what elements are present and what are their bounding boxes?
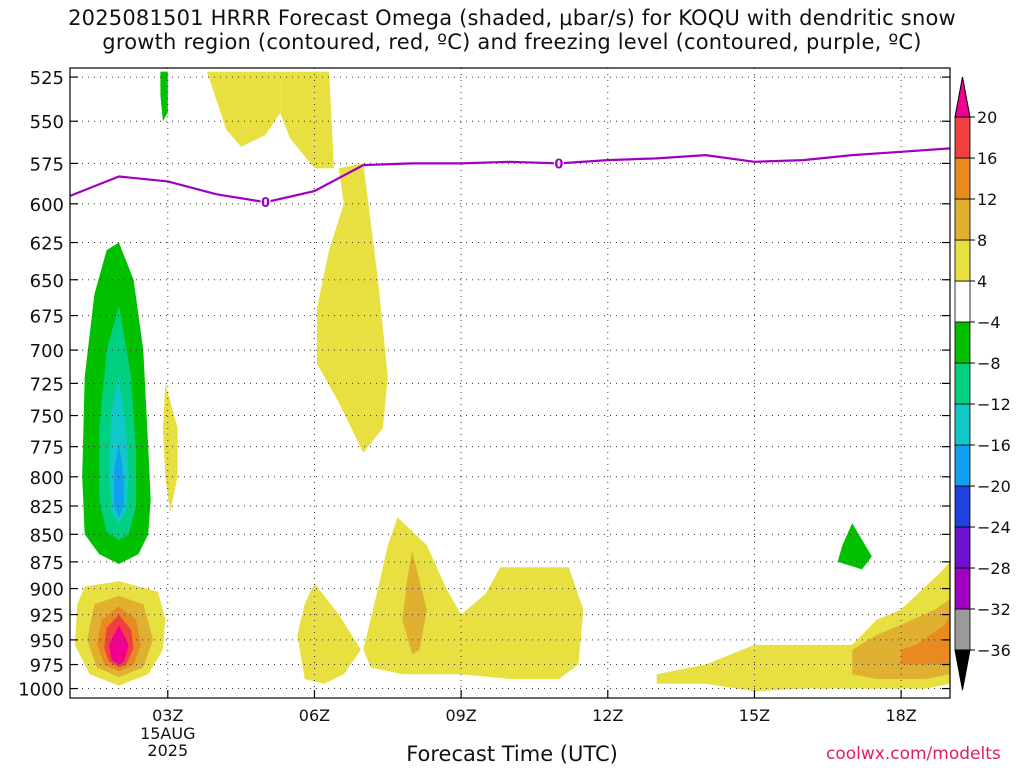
omega-region-15 xyxy=(363,517,584,679)
colorbar-band-2 xyxy=(954,526,971,569)
chart-subtitle: growth region (contoured, red, ºC) and f… xyxy=(102,30,922,54)
colorbar-band-12 xyxy=(954,116,971,159)
x-date-label-0: 15AUG xyxy=(140,724,195,743)
omega-region-16 xyxy=(402,550,427,655)
y-tick-label-525: 525 xyxy=(30,68,64,89)
x-tick-label-12: 12Z xyxy=(592,706,623,725)
colorbar-label-8: −4 xyxy=(977,313,1001,332)
x-tick-label-3: 03Z xyxy=(152,706,183,725)
colorbar-label-9: 4 xyxy=(977,272,987,291)
y-tick-label-700: 700 xyxy=(30,341,64,362)
y-tick-label-950: 950 xyxy=(30,631,64,652)
colorbar-label-11: 12 xyxy=(977,190,997,209)
terrain-surface xyxy=(70,700,950,704)
colorbar-band-11 xyxy=(954,157,971,200)
y-tick-label-750: 750 xyxy=(30,407,64,428)
colorbar-label-0: −36 xyxy=(977,641,1011,660)
freezing-level-label-bg-0 xyxy=(260,194,271,209)
colorbar-label-4: −20 xyxy=(977,477,1011,496)
colorbar-under-arrow xyxy=(954,649,971,691)
y-tick-label-850: 850 xyxy=(30,525,64,546)
colorbar-label-1: −32 xyxy=(977,600,1011,619)
freezing-level-label-0: 0 xyxy=(261,196,270,211)
x-axis-label: Forecast Time (UTC) xyxy=(406,742,618,766)
omega-region-11 xyxy=(316,163,388,453)
colorbar-band-6 xyxy=(954,362,971,405)
y-tick-label-650: 650 xyxy=(30,271,64,292)
colorbar-band-5 xyxy=(954,403,971,446)
colorbar-band-9 xyxy=(954,239,971,282)
x-tick-label-15: 15Z xyxy=(739,706,770,725)
colorbar-band-10 xyxy=(954,198,971,241)
freezing-level-label-1: 0 xyxy=(554,157,563,172)
y-tick-label-575: 575 xyxy=(30,154,64,175)
omega-region-19 xyxy=(901,614,950,665)
freezing-level-line xyxy=(70,147,950,204)
y-tick-label-825: 825 xyxy=(30,497,64,518)
colorbar-band-3 xyxy=(954,485,971,528)
y-tick-label-875: 875 xyxy=(30,553,64,574)
x-tick-label-9: 09Z xyxy=(445,706,476,725)
credit-text: coolwx.com/modelts xyxy=(826,744,1001,764)
y-tick-label-725: 725 xyxy=(30,374,64,395)
omega-region-20 xyxy=(837,523,872,570)
freezing-level-label-bg-1 xyxy=(553,155,564,170)
colorbar-label-5: −16 xyxy=(977,436,1011,455)
omega-region-10 xyxy=(280,71,334,169)
y-tick-label-800: 800 xyxy=(30,468,64,489)
y-tick-label-550: 550 xyxy=(30,112,64,133)
colorbar-band-7 xyxy=(954,321,971,364)
colorbar-band-8 xyxy=(954,280,971,323)
x-tick-label-6: 06Z xyxy=(299,706,330,725)
omega-region-13 xyxy=(160,71,168,122)
y-tick-label-1000: 1000 xyxy=(18,680,64,701)
y-tick-label-775: 775 xyxy=(30,438,64,459)
colorbar-band-0 xyxy=(954,608,971,651)
omega-region-3 xyxy=(114,443,124,518)
colorbar-label-3: −24 xyxy=(977,518,1011,537)
colorbar-band-1 xyxy=(954,567,971,610)
x-tick-label-18: 18Z xyxy=(885,706,916,725)
colorbar-label-13: 20 xyxy=(977,108,997,127)
omega-region-8 xyxy=(109,624,129,665)
colorbar-label-12: 16 xyxy=(977,149,997,168)
y-tick-label-975: 975 xyxy=(30,656,64,677)
colorbar-band-4 xyxy=(954,444,971,487)
chart-title: 2025081501 HRRR Forecast Omega (shaded, … xyxy=(68,6,956,30)
colorbar-label-2: −28 xyxy=(977,559,1011,578)
y-tick-label-600: 600 xyxy=(30,195,64,216)
colorbar-label-6: −12 xyxy=(977,395,1011,414)
y-tick-label-900: 900 xyxy=(30,580,64,601)
y-tick-label-925: 925 xyxy=(30,606,64,627)
colorbar-over-arrow xyxy=(954,76,971,118)
x-date-label-1: 2025 xyxy=(147,741,188,760)
colorbar-label-7: −8 xyxy=(977,354,1001,373)
y-tick-label-675: 675 xyxy=(30,307,64,328)
omega-region-9 xyxy=(206,71,281,147)
omega-region-14 xyxy=(297,583,361,684)
omega-region-12 xyxy=(162,383,178,512)
y-tick-label-625: 625 xyxy=(30,234,64,255)
colorbar-label-10: 8 xyxy=(977,231,987,250)
